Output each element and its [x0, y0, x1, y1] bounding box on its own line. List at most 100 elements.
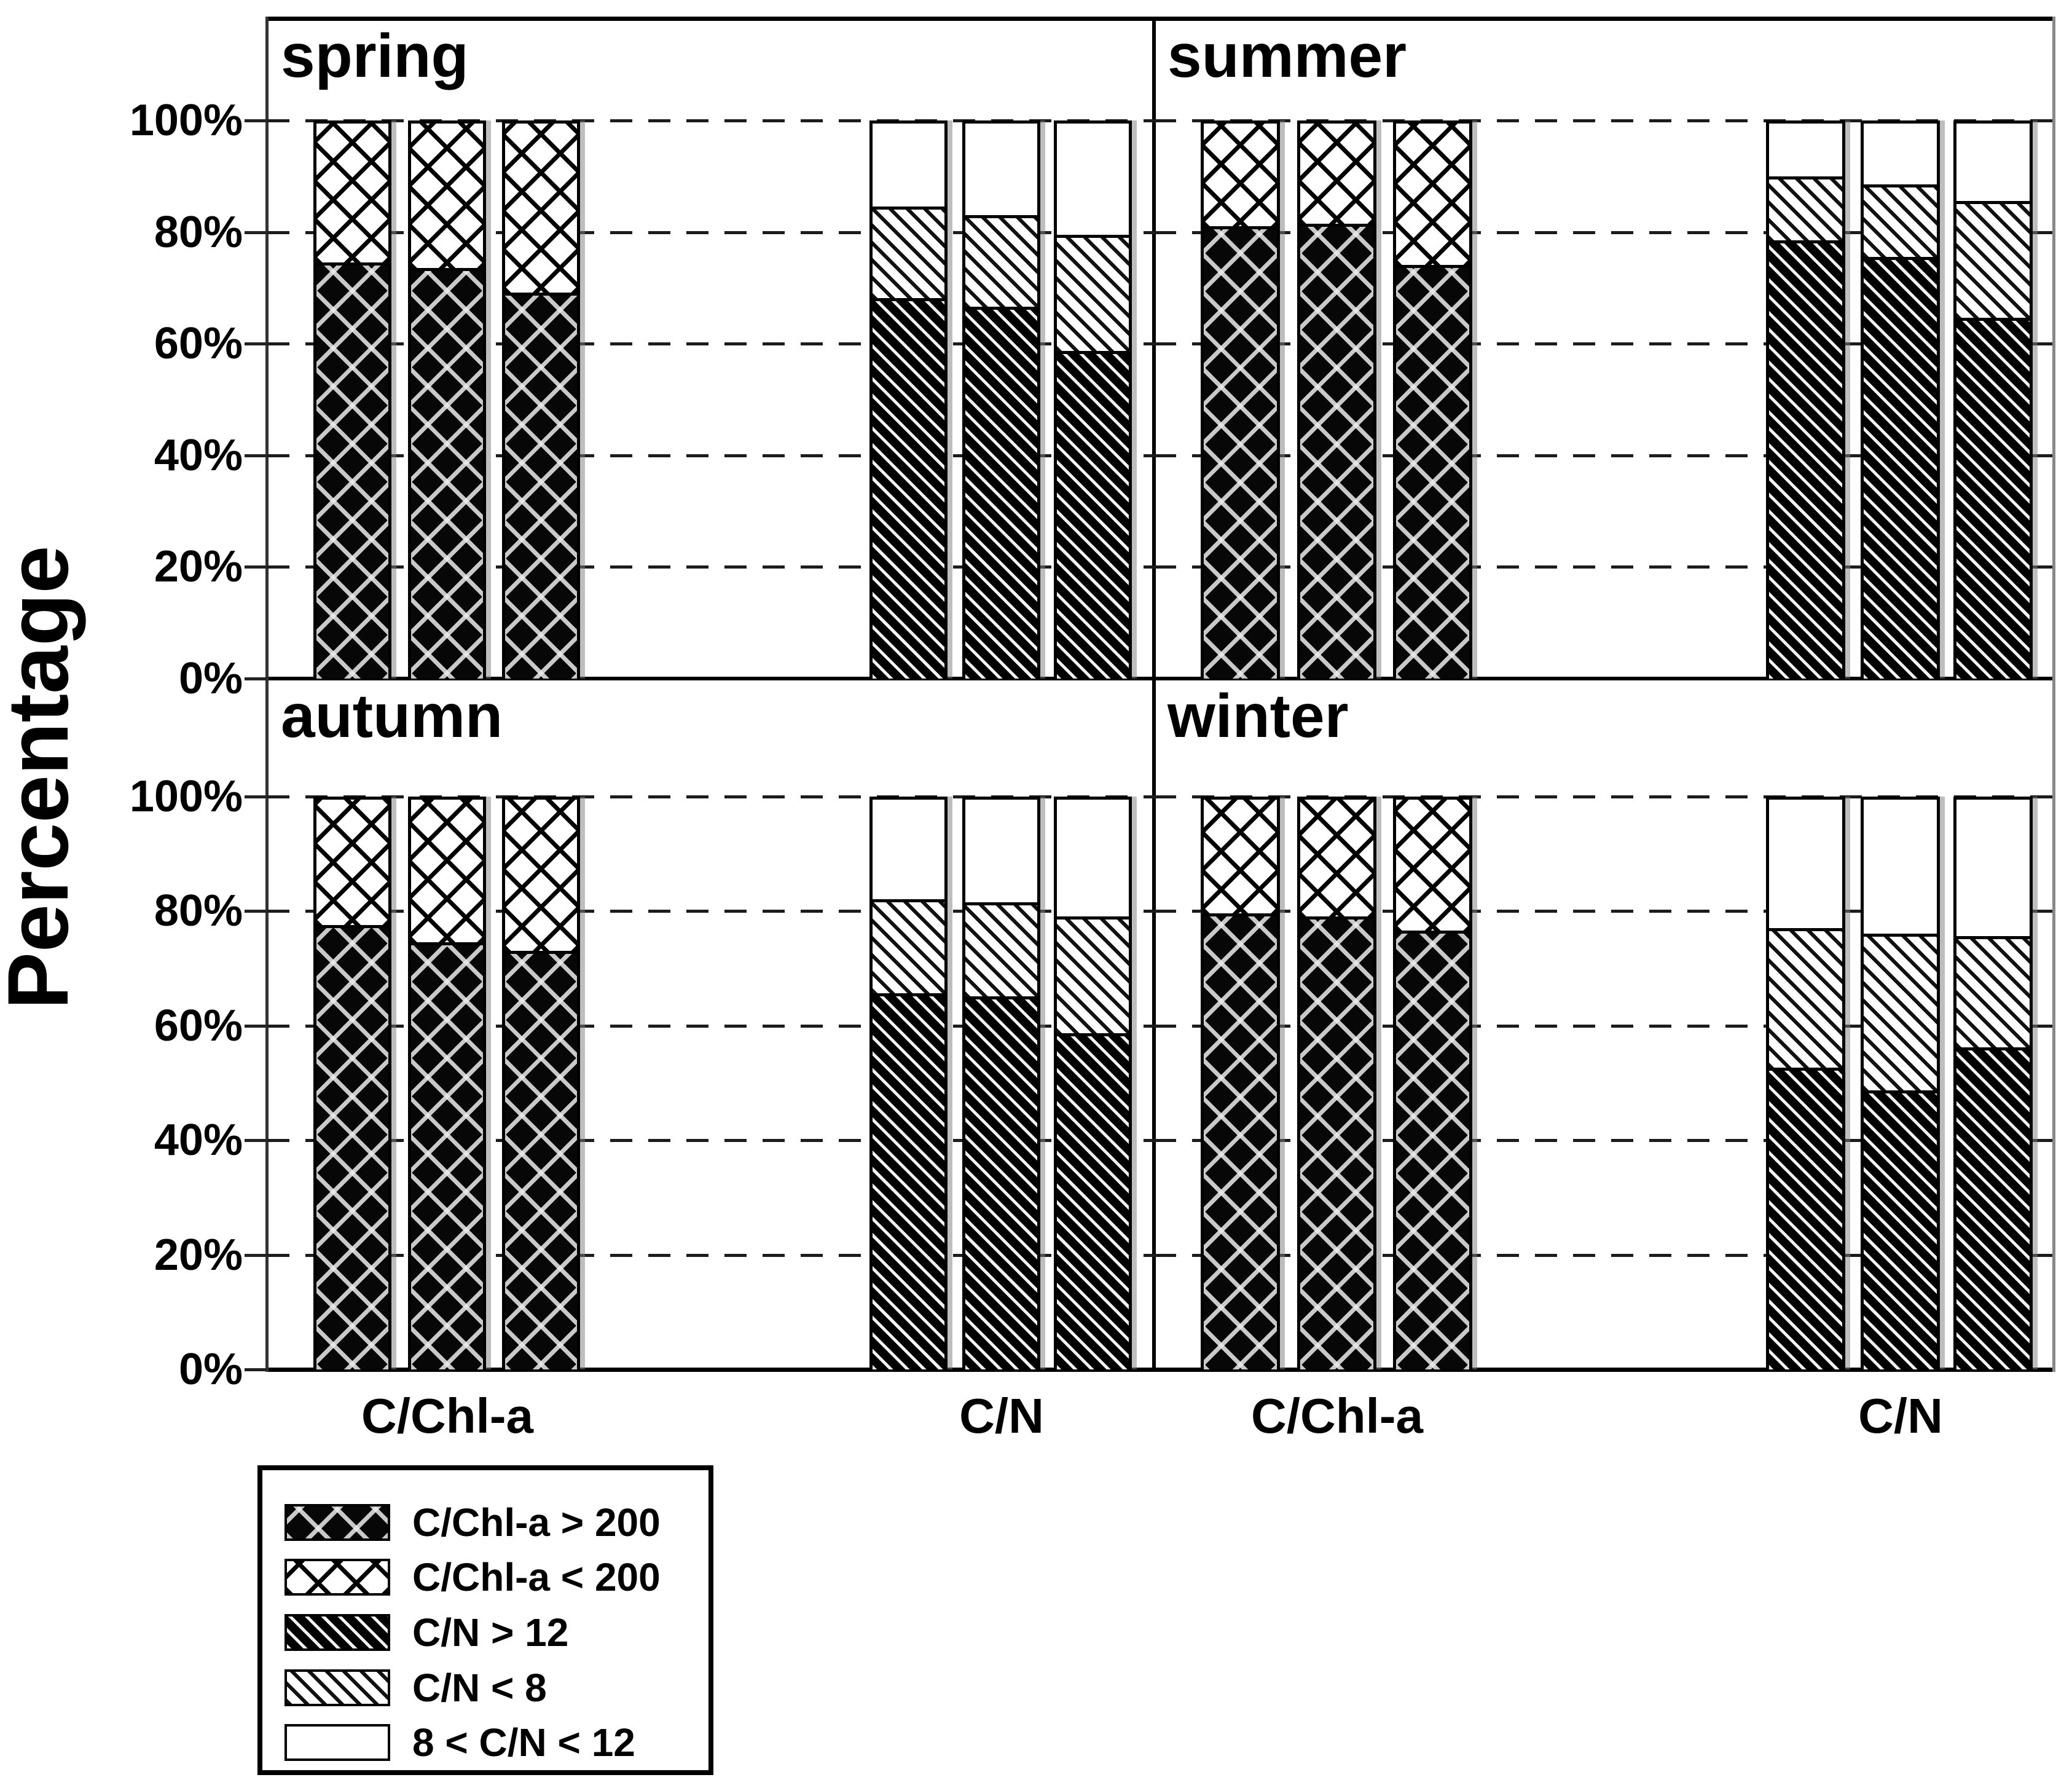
- segment-cchla200: [411, 267, 484, 679]
- gridline-100pct: [267, 119, 1154, 122]
- y-tick-label: 60%: [154, 1001, 243, 1050]
- segment-cchla200: [411, 124, 484, 268]
- segment-8cn12: [1864, 124, 1937, 185]
- segment-cchla200: [1204, 800, 1277, 914]
- y-tick: [245, 1024, 267, 1028]
- segment-cn12: [872, 298, 944, 679]
- gridline-80pct: [267, 910, 1154, 913]
- legend-swatch-cchl-dark: [285, 1503, 390, 1541]
- gridline-20pct: [1154, 1253, 2055, 1257]
- y-tick: [245, 454, 267, 457]
- y-tick-label: 20%: [154, 542, 243, 592]
- bar-winter-cchla-2: [1297, 797, 1377, 1369]
- segment-cn8: [872, 899, 944, 994]
- legend-label: C/Chl-a < 200: [412, 1555, 661, 1600]
- segment-cn12: [1769, 1067, 1843, 1369]
- legend-label: C/N > 12: [412, 1610, 569, 1655]
- gridline-60pct: [267, 342, 1154, 346]
- bar-spring-cn-2: [962, 120, 1041, 679]
- segment-cchla200: [505, 950, 578, 1369]
- segment-cn8: [965, 215, 1038, 307]
- segment-8cn12: [1956, 124, 2030, 202]
- y-tick: [245, 342, 267, 346]
- segment-cn12: [1769, 240, 1843, 679]
- panel-label-winter: winter: [1167, 682, 1349, 750]
- bar-winter-cn-2: [1861, 797, 1941, 1369]
- gridline-20pct: [267, 1253, 1154, 1257]
- legend-swatch-white: [285, 1724, 390, 1762]
- panel-label-spring: spring: [281, 22, 469, 90]
- segment-8cn12: [872, 800, 944, 900]
- bar-winter-cchla-1: [1201, 797, 1281, 1369]
- gridline-20pct: [267, 565, 1154, 569]
- y-tick: [245, 677, 267, 680]
- segment-cchla200: [1204, 124, 1277, 227]
- gridline-80pct: [267, 230, 1154, 234]
- gridline-60pct: [1154, 342, 2055, 346]
- segment-8cn12: [965, 124, 1038, 215]
- gridline-100pct: [267, 795, 1154, 798]
- y-tick-label: 60%: [154, 319, 243, 369]
- segment-cn12: [1864, 256, 1937, 679]
- segment-cchla200: [505, 293, 578, 679]
- bar-winter-cchla-3: [1392, 797, 1472, 1369]
- segment-8cn12: [1956, 800, 2030, 937]
- bar-summer-cn-3: [1953, 120, 2033, 679]
- segment-cn12: [872, 993, 944, 1369]
- legend-label: C/Chl-a > 200: [412, 1500, 661, 1545]
- legend-swatch-cn-dark: [285, 1613, 390, 1651]
- panel-summer: summer: [1154, 18, 2055, 679]
- segment-cchla200: [505, 124, 578, 293]
- segment-cn12: [1056, 1033, 1129, 1369]
- y-tick: [245, 910, 267, 913]
- bar-autumn-cchla-1: [313, 797, 391, 1369]
- y-tick: [245, 1368, 267, 1371]
- bar-autumn-cchla-3: [502, 797, 581, 1369]
- x-group-label: C/N: [1858, 1388, 1943, 1443]
- bar-autumn-cn-1: [869, 797, 948, 1369]
- gridline-40pct: [1154, 1139, 2055, 1143]
- gridline-100pct: [1154, 795, 2055, 798]
- segment-cn8: [1864, 184, 1937, 257]
- bar-winter-cn-3: [1953, 797, 2033, 1369]
- x-group-label: C/N: [959, 1388, 1044, 1443]
- gridline-80pct: [1154, 910, 2055, 913]
- bar-autumn-cchla-2: [408, 797, 487, 1369]
- legend-row: C/N > 12: [285, 1605, 708, 1660]
- segment-8cn12: [1864, 800, 1937, 934]
- bar-spring-cn-1: [869, 120, 948, 679]
- gridline-40pct: [267, 454, 1154, 457]
- segment-8cn12: [965, 800, 1038, 902]
- legend-swatch-cchl-light: [285, 1559, 390, 1596]
- plot-area-winter: [1154, 795, 2055, 1369]
- segment-cn8: [1056, 234, 1129, 352]
- frame-vertical-line-0: [265, 17, 269, 1372]
- x-group-label: C/Chl-a: [361, 1388, 533, 1443]
- bar-summer-cchla-1: [1201, 120, 1281, 679]
- segment-cchla200: [1204, 913, 1277, 1369]
- frame-horizontal-line-2: [267, 1368, 2055, 1372]
- segment-8cn12: [1056, 800, 1129, 917]
- plot-area-summer: [1154, 119, 2055, 679]
- segment-cn12: [965, 996, 1038, 1369]
- bar-summer-cn-1: [1766, 120, 1846, 679]
- segment-cn12: [1956, 1047, 2030, 1369]
- legend-row: 8 < C/N < 12: [285, 1715, 708, 1770]
- legend-row: C/Chl-a > 200: [285, 1495, 708, 1550]
- y-tick-label: 40%: [154, 430, 243, 480]
- segment-cn8: [1056, 916, 1129, 1034]
- plot-area-spring: [267, 119, 1154, 679]
- y-tick: [245, 565, 267, 569]
- frame-vertical-line-2: [2052, 17, 2055, 1372]
- gridline-40pct: [267, 1139, 1154, 1143]
- panel-spring: spring: [267, 18, 1154, 679]
- segment-cchla200: [316, 924, 388, 1369]
- y-tick: [245, 1139, 267, 1143]
- segment-cchla200: [316, 124, 388, 262]
- y-tick-label: 100%: [129, 96, 243, 145]
- segment-cn12: [1056, 351, 1129, 679]
- y-axis-title: Percentage: [0, 545, 86, 1010]
- y-tick: [245, 1253, 267, 1257]
- legend: C/Chl-a > 200 C/Chl-a < 200 C/N > 12 C/N < …: [257, 1465, 713, 1775]
